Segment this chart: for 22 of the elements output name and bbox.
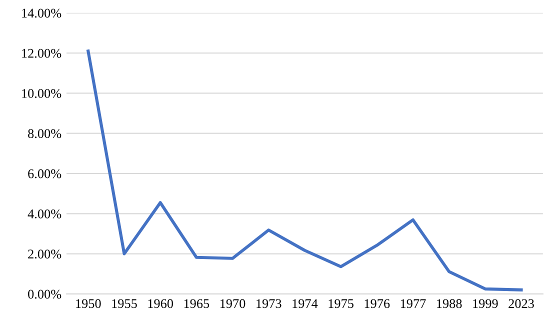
y-tick-label: 2.00% — [28, 250, 62, 259]
y-tick-label: 6.00% — [28, 169, 62, 178]
x-tick-label: 1955 — [112, 299, 137, 308]
x-tick-label: 1974 — [292, 299, 318, 308]
x-tick-label: 1976 — [364, 299, 390, 308]
line-series — [86, 50, 523, 292]
x-tick-label: 1977 — [400, 299, 426, 308]
x-tick-label: 1970 — [220, 299, 246, 308]
x-tick-label: 2023 — [508, 299, 534, 308]
x-tick-label: 1965 — [184, 299, 210, 308]
x-tick-label: 1999 — [473, 299, 498, 308]
y-tick-label: 14.00% — [22, 8, 62, 18]
y-tick-label: 8.00% — [28, 129, 62, 138]
y-tick-label: 0.00% — [28, 290, 62, 299]
x-tick-label: 1975 — [328, 299, 354, 308]
x-tick-label: 1973 — [256, 299, 282, 308]
x-tick-label: 1960 — [148, 299, 174, 308]
x-tick-label: 1950 — [76, 299, 101, 308]
y-tick-label: 12.00% — [22, 48, 62, 58]
y-tick-label: 10.00% — [22, 89, 62, 98]
x-tick-label: 1988 — [437, 299, 462, 308]
y-tick-label: 4.00% — [28, 209, 62, 218]
